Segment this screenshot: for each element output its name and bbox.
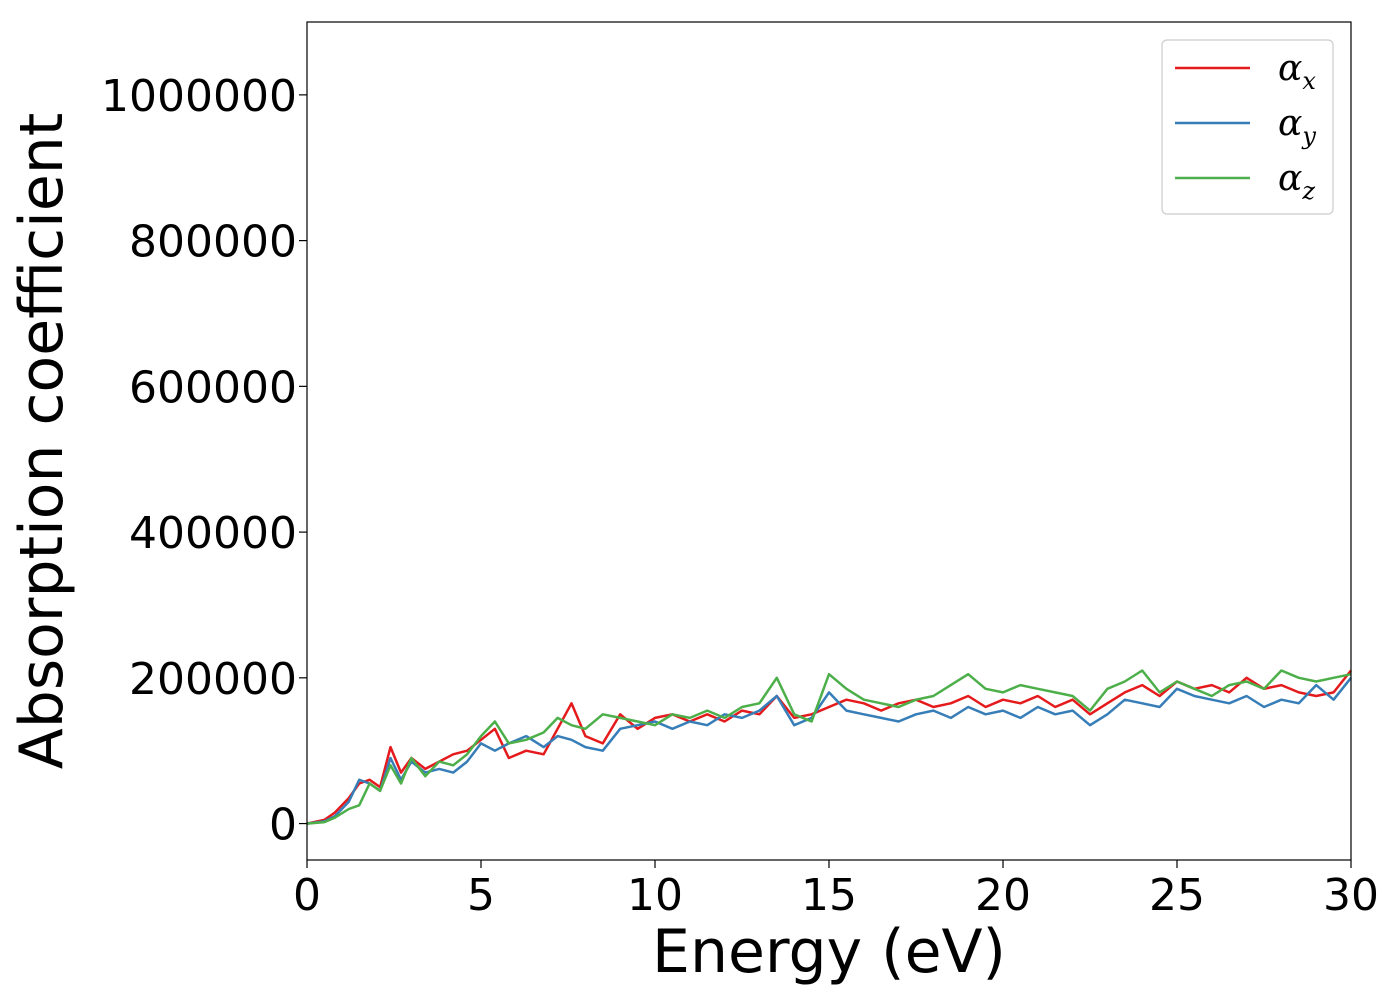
x-tick-label: 0 (293, 870, 321, 921)
y-tick-label: 200000 (129, 654, 297, 705)
y-axis: 0 200000 400000 600000 800000 1000000 (101, 71, 307, 851)
legend-label-z: αz (1278, 158, 1315, 205)
series-line-y (306, 677, 1352, 825)
y-tick-label: 400000 (129, 508, 297, 559)
x-tick-label: 25 (1149, 870, 1205, 921)
y-tick-label: 800000 (129, 217, 297, 268)
series-line-z (306, 669, 1352, 825)
y-tick-label: 1000000 (101, 71, 297, 122)
x-tick-label: 15 (801, 870, 857, 921)
x-axis-label: Energy (eV) (652, 917, 1006, 987)
y-axis-label: Absorption coefficient (7, 113, 77, 770)
x-tick-label: 20 (975, 870, 1031, 921)
legend-label-y: αy (1278, 103, 1316, 150)
y-tick-label: 600000 (129, 362, 297, 413)
x-tick-label: 30 (1323, 870, 1379, 921)
legend: αx αy αz (1161, 39, 1334, 215)
y-tick-label: 0 (269, 800, 297, 851)
x-tick-label: 5 (467, 870, 495, 921)
legend-box (1161, 39, 1334, 215)
x-axis: 0 5 10 15 20 25 30 (293, 860, 1379, 921)
x-tick-label: 10 (627, 870, 683, 921)
series-layer (306, 669, 1352, 825)
legend-label-x: αx (1278, 48, 1316, 95)
